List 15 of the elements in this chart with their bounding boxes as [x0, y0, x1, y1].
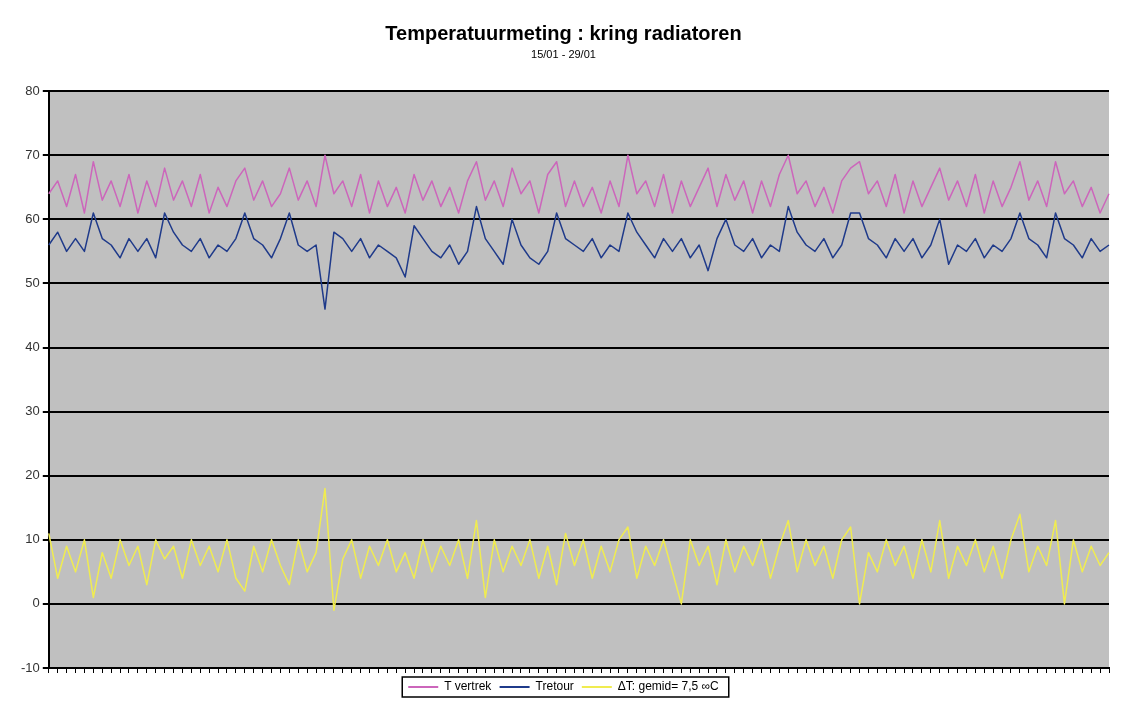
legend-label: ΔT: gemid= 7,5 ∞C — [617, 679, 720, 694]
y-tick-label: 70 — [25, 146, 40, 162]
chart-title: Temperatuurmeting : kring radiatoren — [385, 21, 742, 44]
chart-subtitle: 15/01 - 29/01 — [531, 47, 596, 60]
legend-label: Tretour — [535, 679, 574, 694]
y-tick-label: 20 — [25, 467, 40, 483]
y-tick-label: 30 — [25, 403, 40, 419]
y-tick-label: 0 — [32, 595, 40, 611]
y-tick-label: 80 — [25, 82, 40, 98]
y-tick-label: 10 — [25, 531, 40, 547]
legend-label: T vertrek — [444, 679, 493, 694]
y-tick-label: -10 — [20, 659, 40, 675]
y-tick-label: 50 — [25, 275, 40, 291]
y-tick-label: 60 — [25, 210, 40, 226]
y-tick-label: 40 — [25, 339, 40, 355]
